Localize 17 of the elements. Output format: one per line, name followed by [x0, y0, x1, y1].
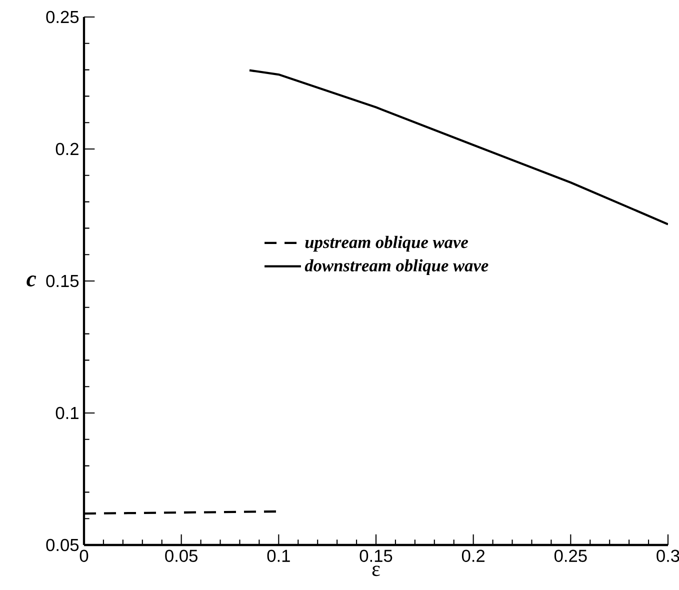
y-tick-label: 0.2: [56, 142, 78, 156]
legend-label: upstream oblique wave: [305, 236, 468, 252]
x-tick-label: 0.05: [165, 550, 198, 562]
y-tick-label: 0.05: [46, 538, 79, 552]
x-tick-label: 0.25: [554, 550, 587, 562]
legend-label: downstream oblique wave: [304, 259, 488, 275]
x-tick-label: 0.2: [462, 550, 484, 562]
x-tick-label: 0.3: [656, 550, 679, 562]
y-tick-label: 0.15: [46, 274, 79, 288]
line-series: [248, 69, 668, 226]
y-tick-label: 0.25: [46, 10, 79, 24]
y-axis-title: c: [26, 276, 36, 286]
x-tick-label: 0.1: [267, 550, 290, 562]
x-axis-title: ε: [372, 566, 380, 576]
x-tick-label: 0.15: [360, 550, 392, 562]
x-tick-label: 0: [80, 550, 88, 562]
y-tick-label: 0.1: [56, 406, 78, 420]
